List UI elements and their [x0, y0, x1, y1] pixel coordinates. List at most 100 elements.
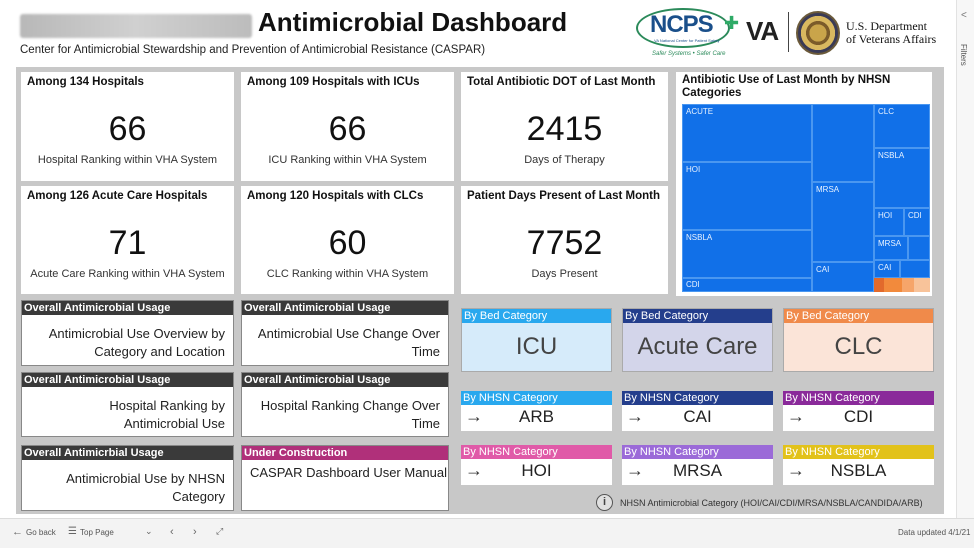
- collapse-chevron-icon[interactable]: <: [961, 10, 967, 21]
- bed-category-label: ICU: [515, 333, 558, 360]
- chevron-down-icon[interactable]: ⌄: [145, 526, 153, 536]
- treemap-cell-orange[interactable]: [874, 278, 884, 292]
- department-name: U.S. Department of Veterans Affairs: [846, 19, 937, 46]
- kpi-label: Among 134 Hospitals: [27, 76, 144, 88]
- go-back-button[interactable]: Go back: [26, 528, 56, 537]
- treemap-cell-mrsa[interactable]: MRSA: [812, 182, 874, 262]
- filters-pane[interactable]: < Filters: [956, 0, 974, 518]
- treemap-cell-clc-hoi[interactable]: HOI: [874, 208, 904, 236]
- nhsn-category-label: NSBLA: [830, 461, 887, 480]
- next-page-icon[interactable]: ›: [193, 526, 197, 538]
- page-selector[interactable]: Top Page: [80, 528, 114, 537]
- back-arrow-icon[interactable]: ←: [12, 526, 23, 538]
- kpi-caption: Days of Therapy: [524, 154, 605, 166]
- nhsn-category-nsbla-button[interactable]: By NHSN Category → NSBLA: [783, 445, 934, 485]
- dashboard-header: Antimicrobial Dashboard Center for Antim…: [0, 0, 956, 66]
- info-icon[interactable]: i: [596, 494, 613, 511]
- report-footer-bar: ← Go back ☰ Top Page ⌄ ‹ › ⤢ Data update…: [0, 518, 974, 548]
- treemap-cell-nsbla[interactable]: NSBLA: [682, 230, 812, 278]
- nav-card-user-manual[interactable]: Under Construction CASPAR Dashboard User…: [241, 445, 449, 511]
- kpi-caption: ICU Ranking within VHA System: [268, 154, 427, 166]
- arrow-right-icon: →: [465, 406, 483, 426]
- nav-card-header: Under Construction: [242, 446, 448, 460]
- treemap-cell-clc-cai[interactable]: CAI: [874, 260, 900, 278]
- kpi-acute-care-ranking: Among 126 Acute Care Hospitals 71 Acute …: [21, 186, 234, 294]
- arrow-right-icon: →: [787, 406, 805, 426]
- nav-card-label: CASPAR Dashboard User Manual: [250, 465, 448, 480]
- nav-card-use-overview[interactable]: Overall Antimicrobial Usage Antimicrobia…: [21, 300, 234, 366]
- nav-card-ranking-change[interactable]: Overall Antimicrobial Usage Hospital Ran…: [241, 372, 449, 437]
- bed-category-label: Acute Care: [637, 333, 758, 360]
- nav-card-label: Antimicrobial Use Change Over Time: [257, 326, 440, 359]
- nhsn-category-header: By NHSN Category: [783, 445, 934, 459]
- nhsn-category-mrsa-button[interactable]: By NHSN Category → MRSA: [622, 445, 773, 485]
- nhsn-category-label: CAI: [683, 407, 712, 426]
- nhsn-category-header: By NHSN Category: [461, 445, 612, 459]
- nhsn-category-label: HOI: [521, 461, 552, 480]
- page-subtitle: Center for Antimicrobial Stewardship and…: [20, 44, 486, 56]
- nhsn-category-cdi-button[interactable]: By NHSN Category → CDI: [783, 391, 934, 431]
- kpi-caption: Acute Care Ranking within VHA System: [30, 268, 225, 280]
- bed-category-header: By Bed Category: [623, 309, 772, 323]
- treemap-cell-clc-nsbla[interactable]: NSBLA: [874, 148, 930, 208]
- nav-card-header: Overall Antimicrobial Usage: [242, 373, 448, 387]
- expand-icon[interactable]: ⤢: [216, 526, 224, 536]
- kpi-value: 2415: [526, 110, 603, 148]
- nav-card-header: Overall Antimicrobial Usage: [242, 301, 448, 315]
- nhsn-category-label: CDI: [843, 407, 874, 426]
- treemap-cell-orange-2[interactable]: [884, 278, 902, 292]
- bed-category-header: By Bed Category: [462, 309, 611, 323]
- treemap-cell-clc-mrsa[interactable]: MRSA: [874, 236, 908, 260]
- treemap-cell-mrsa-acute[interactable]: [812, 104, 874, 182]
- arrow-right-icon: →: [465, 460, 483, 480]
- bed-category-icu-button[interactable]: By Bed Category ICU: [461, 308, 612, 372]
- bed-category-header: By Bed Category: [784, 309, 933, 323]
- nav-card-label: Antimicrobial Use Overview by Category a…: [48, 326, 225, 359]
- data-updated-label: Data updated 4/1/21: [898, 528, 971, 537]
- kpi-value: 66: [328, 110, 367, 148]
- report-canvas: Among 134 Hospitals 66 Hospital Ranking …: [16, 67, 944, 514]
- treemap-cell-cai[interactable]: CAI: [812, 262, 874, 292]
- kpi-patient-days: Patient Days Present of Last Month 7752 …: [461, 186, 668, 294]
- treemap-cell-small-1[interactable]: [908, 236, 930, 260]
- ncps-logo: NCPS ✚ VA National Center for Patient Sa…: [636, 7, 740, 59]
- nav-card-header: Overall Antimicrobial Usage: [22, 373, 233, 387]
- nhsn-category-hoi-button[interactable]: By NHSN Category → HOI: [461, 445, 612, 485]
- treemap-cell-orange-3[interactable]: [902, 278, 914, 292]
- va-seal-icon: [796, 11, 840, 55]
- kpi-value: 60: [328, 224, 367, 262]
- kpi-value: 71: [108, 224, 147, 262]
- nav-card-hospital-ranking[interactable]: Overall Antimicrobial Usage Hospital Ran…: [21, 372, 234, 437]
- kpi-hospital-ranking: Among 134 Hospitals 66 Hospital Ranking …: [21, 72, 234, 181]
- nav-card-label: Antimicrobial Use by NHSN Category: [66, 471, 225, 504]
- bed-category-clc-button[interactable]: By Bed Category CLC: [783, 308, 934, 372]
- treemap-cell-small-2[interactable]: [900, 260, 930, 278]
- bed-category-label: CLC: [834, 333, 883, 360]
- kpi-caption: Days Present: [531, 268, 598, 280]
- nhsn-category-header: By NHSN Category: [461, 391, 612, 405]
- filters-label[interactable]: Filters: [959, 44, 968, 66]
- nhsn-treemap[interactable]: ACUTE HOI NSBLA CDI MRSA CAI CLC NSBLA H…: [682, 104, 930, 292]
- nav-card-use-by-nhsn[interactable]: Overall Antimicrbial Usage Antimicrobial…: [21, 445, 234, 511]
- page-list-icon[interactable]: ☰: [68, 526, 77, 537]
- kpi-value: 66: [108, 110, 147, 148]
- bed-category-acute-care-button[interactable]: By Bed Category Acute Care: [622, 308, 773, 372]
- treemap-cell-clc[interactable]: CLC: [874, 104, 930, 148]
- nav-card-header: Overall Antimicrobial Usage: [22, 301, 233, 315]
- treemap-cell-hoi[interactable]: HOI: [682, 162, 812, 230]
- nhsn-category-footnote: NHSN Antimicrobial Category (HOI/CAI/CDI…: [620, 498, 923, 508]
- kpi-value: 7752: [526, 224, 603, 262]
- kpi-caption: CLC Ranking within VHA System: [266, 268, 429, 280]
- kpi-label: Total Antibiotic DOT of Last Month: [467, 76, 656, 88]
- nhsn-treemap-card: Antibiotic Use of Last Month by NHSN Cat…: [676, 72, 932, 296]
- treemap-cell-acute[interactable]: ACUTE: [682, 104, 812, 162]
- nav-card-use-change[interactable]: Overall Antimicrobial Usage Antimicrobia…: [241, 300, 449, 366]
- treemap-cell-cdi[interactable]: CDI: [682, 278, 812, 292]
- previous-page-icon[interactable]: ‹: [170, 526, 174, 538]
- nhsn-category-header: By NHSN Category: [783, 391, 934, 405]
- kpi-label: Among 109 Hospitals with ICUs: [247, 76, 420, 88]
- treemap-cell-orange-4[interactable]: [914, 278, 930, 292]
- nhsn-category-arb-button[interactable]: By NHSN Category → ARB: [461, 391, 612, 431]
- nhsn-category-cai-button[interactable]: By NHSN Category → CAI: [622, 391, 773, 431]
- treemap-cell-clc-cdi[interactable]: CDI: [904, 208, 930, 236]
